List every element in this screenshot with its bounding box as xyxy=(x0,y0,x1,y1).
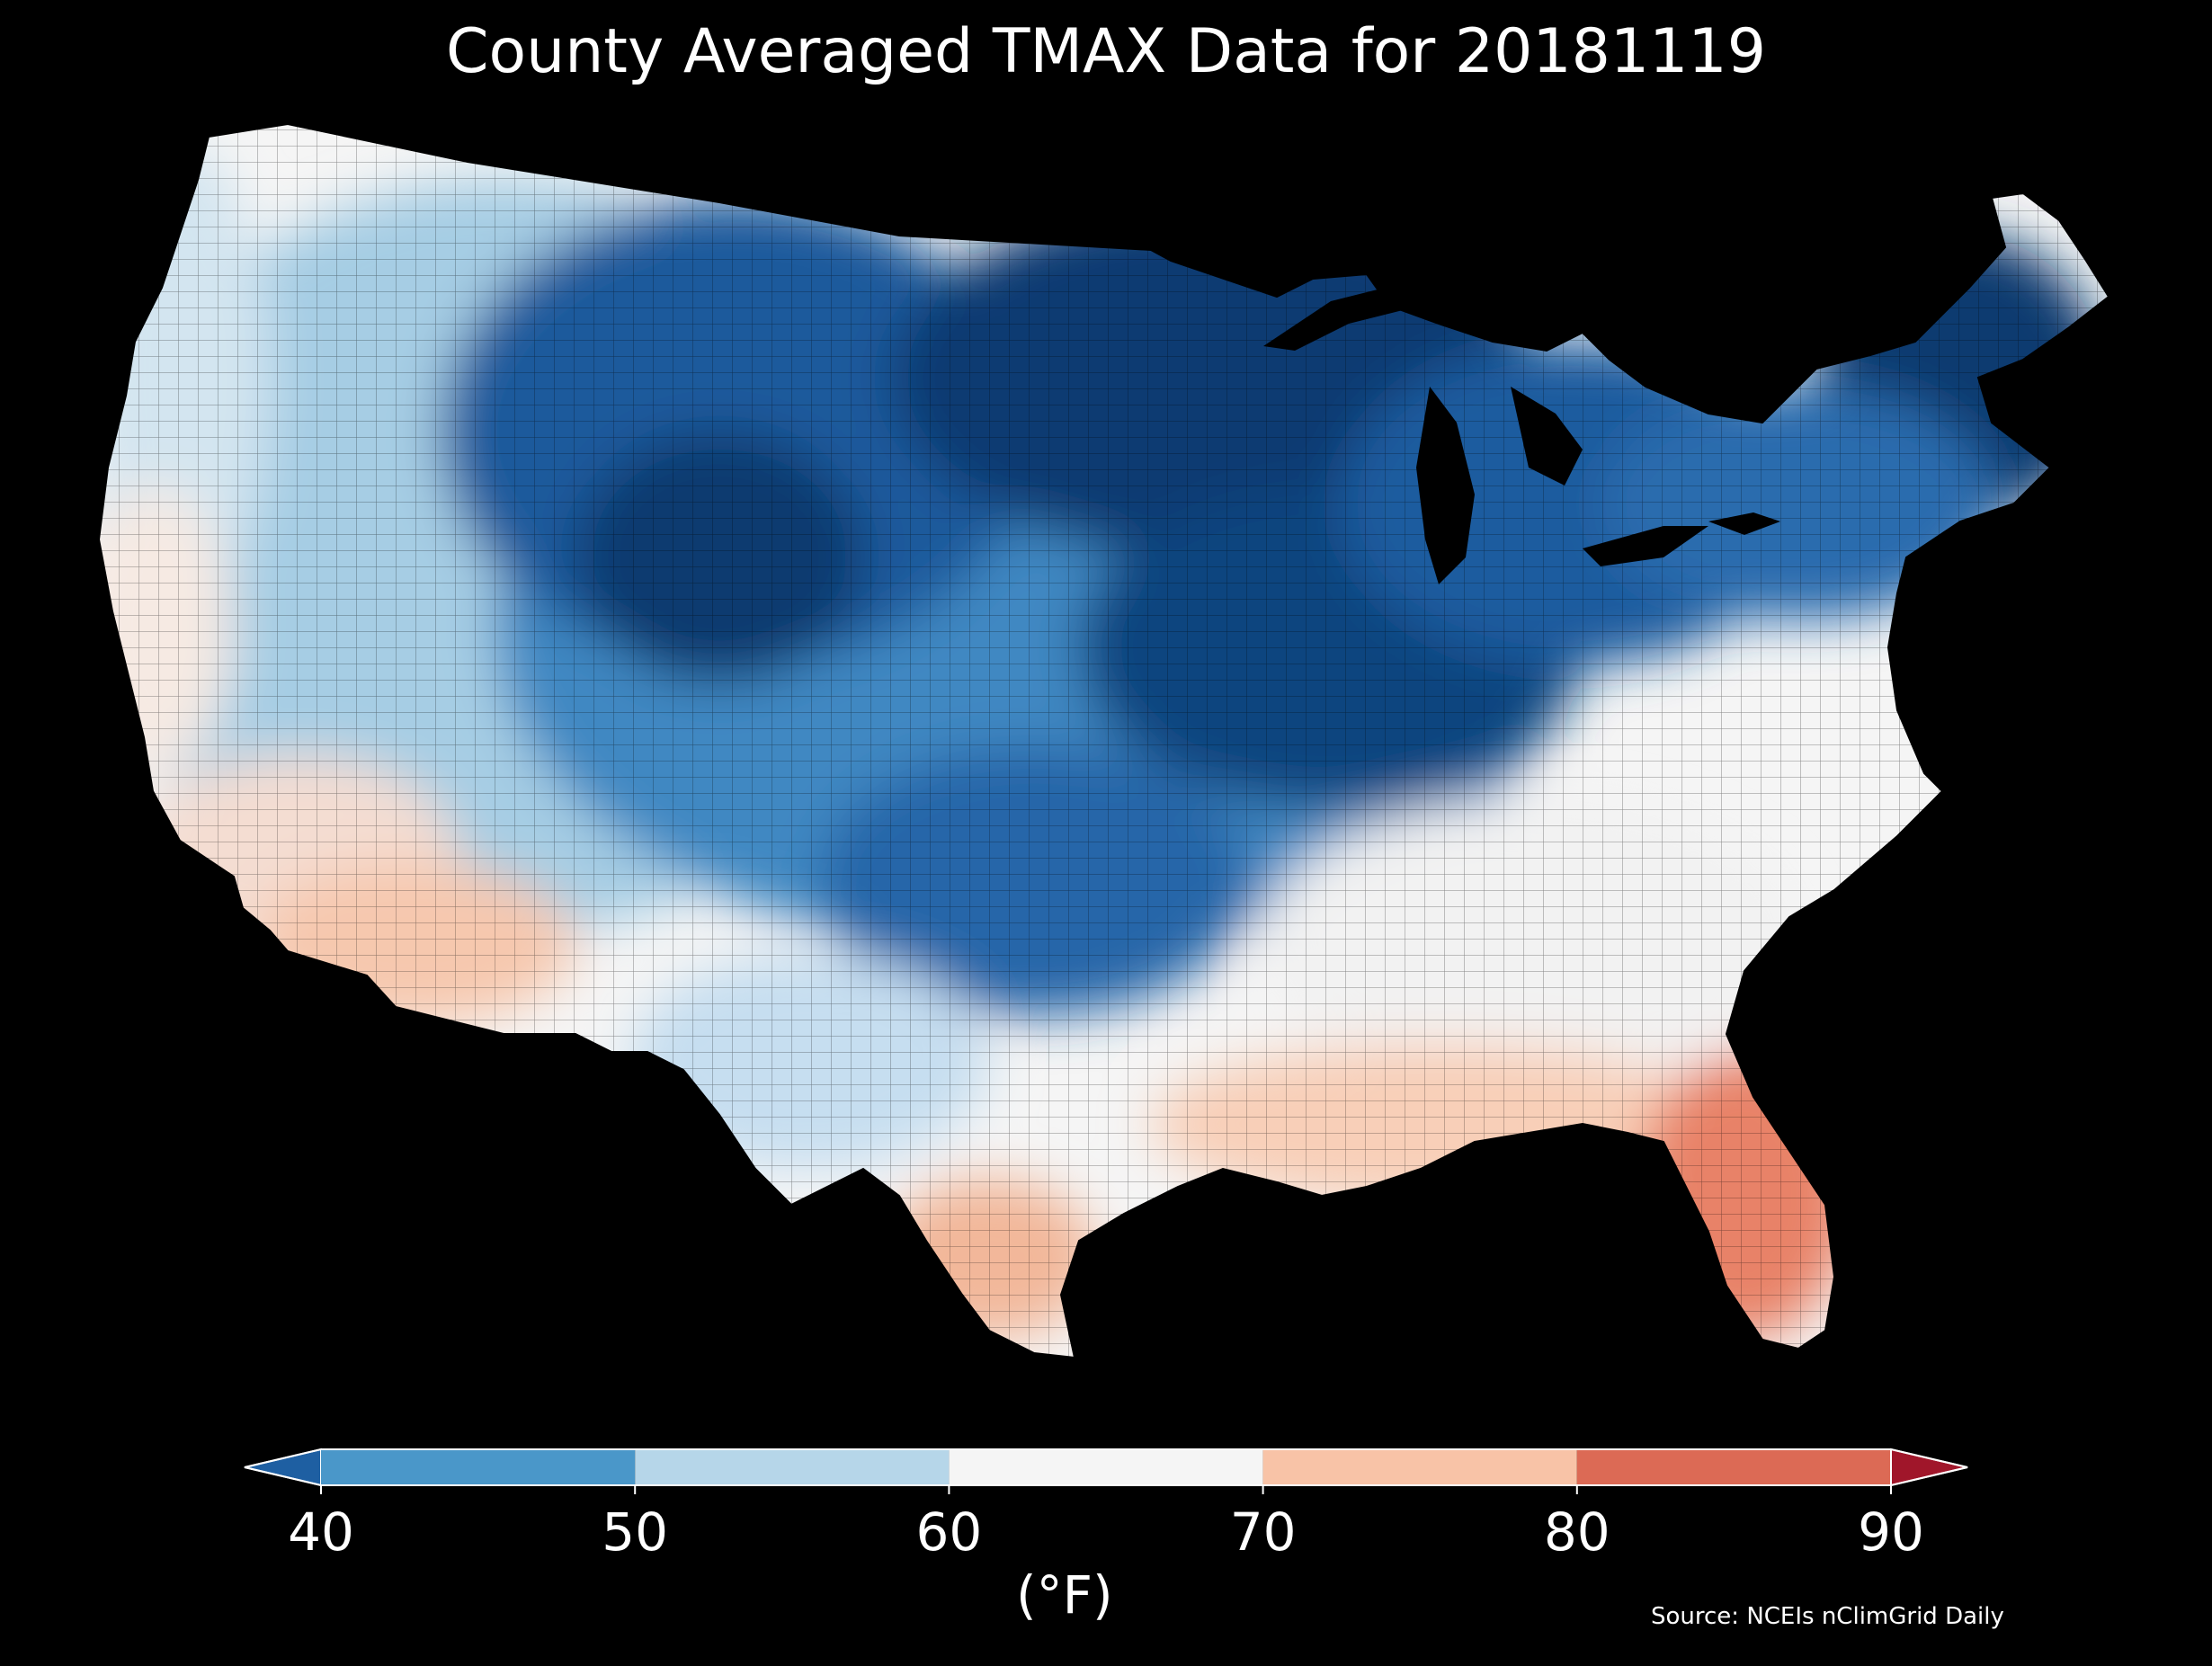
colorbar-extend-low xyxy=(244,1448,322,1487)
us-outline xyxy=(97,122,2110,1359)
colorbar-extend-high xyxy=(1890,1448,1968,1487)
colorbar-bin xyxy=(321,1449,636,1485)
colorbar-tick-label: 70 xyxy=(1230,1501,1297,1563)
colorbar-bin xyxy=(949,1449,1263,1485)
colorbar-tick-label: 50 xyxy=(602,1501,668,1563)
source-credit: Source: NCEIs nClimGrid Daily xyxy=(1651,1603,2004,1630)
colorbar-tick-label: 80 xyxy=(1544,1501,1610,1563)
colorbar-unit-label: (°F) xyxy=(1016,1564,1113,1626)
colorbar-tick-label: 90 xyxy=(1858,1501,1924,1563)
colorbar-bin xyxy=(635,1449,950,1485)
colorbar-tick-label: 60 xyxy=(915,1501,982,1563)
great-lakes xyxy=(1263,288,1780,584)
chart-title: County Averaged TMAX Data for 20181119 xyxy=(446,16,1766,87)
colorbar-bin xyxy=(1262,1449,1577,1485)
colorbar-tick-label: 40 xyxy=(288,1501,354,1563)
colorbar-bin xyxy=(1576,1449,1891,1485)
